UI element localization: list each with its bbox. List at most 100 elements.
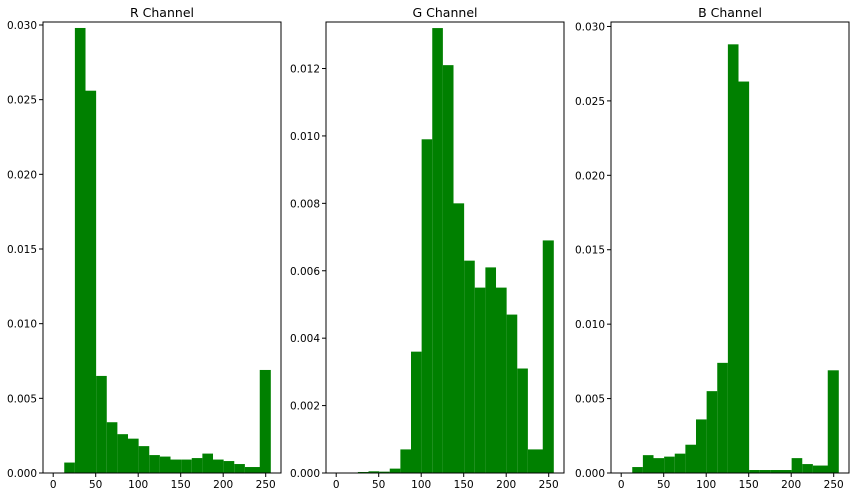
g-channel-bar: [517, 368, 528, 473]
g-channel-bar: [474, 287, 486, 473]
g-channel-chart: G Channel 0 50 100 150 200 250 0.000 0.002 0.004 0…: [290, 5, 565, 491]
b-channel-bar: [770, 470, 782, 473]
g-channel-title: G Channel: [413, 5, 478, 20]
g-channel-bar: [527, 449, 539, 473]
r-channel-bar: [74, 27, 86, 473]
g-channel-y-tick-label: 0.002: [290, 401, 320, 413]
b-channel-bar: [685, 444, 697, 473]
r-channel-x-tick-label: 50: [89, 479, 102, 491]
r-channel-bar: [202, 453, 214, 473]
g-channel-x-tick-label: 250: [539, 479, 559, 491]
r-channel-bar: [234, 464, 245, 473]
r-channel-x-tick-label: 150: [171, 479, 191, 491]
b-channel-y-tick-label: 0.010: [575, 319, 605, 331]
r-channel-bar: [191, 458, 203, 473]
g-channel-x-tick-label: 100: [411, 479, 431, 491]
r-channel-chart: R Channel 0 50 100 150 200 250 0.000 0.005 0.010 0…: [7, 5, 282, 491]
g-channel-x-tick-label: 150: [454, 479, 474, 491]
g-channel-bar: [442, 65, 454, 473]
g-channel-y-tick-label: 0.008: [290, 198, 320, 210]
b-channel-bar: [664, 456, 675, 473]
g-channel-x-tick-label: 0: [333, 479, 340, 491]
b-channel-bar: [632, 467, 643, 473]
r-channel-bar: [96, 375, 107, 473]
g-channel-bar: [389, 468, 401, 473]
g-channel-y-tick-label: 0.006: [290, 266, 320, 278]
b-channel-bar: [738, 81, 750, 473]
r-channel-bar: [128, 438, 139, 473]
b-channel-y-tick-label: 0.000: [575, 468, 605, 480]
r-channel-axes-frame: [42, 21, 282, 474]
g-channel-bar: [368, 471, 380, 473]
r-channel-bar: [149, 455, 160, 473]
r-channel-bar: [106, 422, 118, 473]
r-channel-y-tick-label: 0.005: [7, 393, 37, 405]
b-channel-bar: [759, 470, 771, 473]
b-channel-bar: [642, 455, 654, 473]
r-channel-title: R Channel: [130, 5, 194, 20]
b-channel-bar: [827, 370, 839, 473]
g-channel-bar: [379, 471, 390, 473]
g-channel-bar: [421, 139, 433, 474]
r-channel-bar: [117, 434, 129, 473]
g-channel-bar: [506, 314, 518, 473]
r-channel-y-tick-label: 0.030: [7, 20, 37, 32]
g-channel-bar: [542, 240, 554, 473]
b-channel-x-tick-label: 50: [657, 479, 670, 491]
b-channel-bar: [749, 470, 760, 473]
r-channel-y-tick-label: 0.025: [7, 95, 37, 107]
g-channel-y-tick-label: 0.000: [290, 468, 320, 480]
g-channel-y-tick-label: 0.010: [290, 131, 320, 143]
b-channel-bar: [696, 419, 707, 473]
g-channel-bar: [432, 28, 443, 473]
b-channel-y-tick-label: 0.020: [575, 170, 605, 182]
b-channel-y-tick-label: 0.005: [575, 394, 605, 406]
g-channel-x-tick-label: 200: [496, 479, 516, 491]
r-channel-bar: [85, 90, 97, 473]
b-channel-bar: [653, 458, 665, 473]
g-channel-bar: [357, 471, 369, 473]
b-channel-chart: B Channel 0 50 100 150 200 250 0.000 0.005 0.010 0…: [575, 5, 850, 491]
b-channel-bar: [674, 453, 686, 473]
b-channel-axes-frame: [610, 21, 850, 474]
g-channel-y-tick-label: 0.004: [290, 333, 320, 345]
g-channel-bar: [400, 449, 412, 473]
b-channel-bar: [717, 362, 728, 473]
r-channel-bar: [244, 467, 256, 473]
b-channel-y-tick-label: 0.030: [575, 21, 605, 33]
r-channel-x-tick-label: 0: [50, 479, 57, 491]
b-channel-x-tick-label: 0: [618, 479, 625, 491]
b-channel-bar: [802, 464, 813, 473]
b-channel-x-tick-label: 100: [696, 479, 716, 491]
b-channel-bar: [727, 44, 739, 473]
g-channel-bar: [485, 267, 497, 473]
g-channel-x-tick-label: 50: [372, 479, 385, 491]
g-channel-bar: [464, 260, 475, 473]
g-channel-bar: [496, 287, 507, 473]
g-channel-axes-frame: [325, 21, 565, 474]
b-channel-bar: [781, 470, 792, 473]
r-channel-bar: [181, 459, 192, 473]
r-channel-y-tick-label: 0.020: [7, 169, 37, 181]
r-channel-bar: [170, 459, 182, 473]
r-channel-bar: [64, 462, 75, 473]
r-channel-x-tick-label: 100: [128, 479, 148, 491]
r-channel-bar: [259, 369, 271, 473]
r-channel-y-tick-label: 0.015: [7, 244, 37, 256]
r-channel-y-tick-label: 0.000: [7, 468, 37, 480]
b-channel-y-tick-label: 0.015: [575, 245, 605, 257]
b-channel-y-tick-label: 0.025: [575, 96, 605, 108]
r-channel-bar: [138, 446, 150, 473]
r-channel-bar: [159, 456, 171, 473]
r-channel-x-tick-label: 250: [256, 479, 276, 491]
r-channel-y-tick-label: 0.010: [7, 319, 37, 331]
g-channel-bar: [453, 203, 465, 473]
b-channel-bar: [812, 465, 824, 473]
b-channel-x-tick-label: 150: [739, 479, 759, 491]
b-channel-bar: [791, 458, 803, 473]
r-channel-x-tick-label: 200: [213, 479, 233, 491]
r-channel-bar: [213, 459, 224, 473]
b-channel-title: B Channel: [698, 5, 762, 20]
b-channel-x-tick-label: 200: [781, 479, 801, 491]
